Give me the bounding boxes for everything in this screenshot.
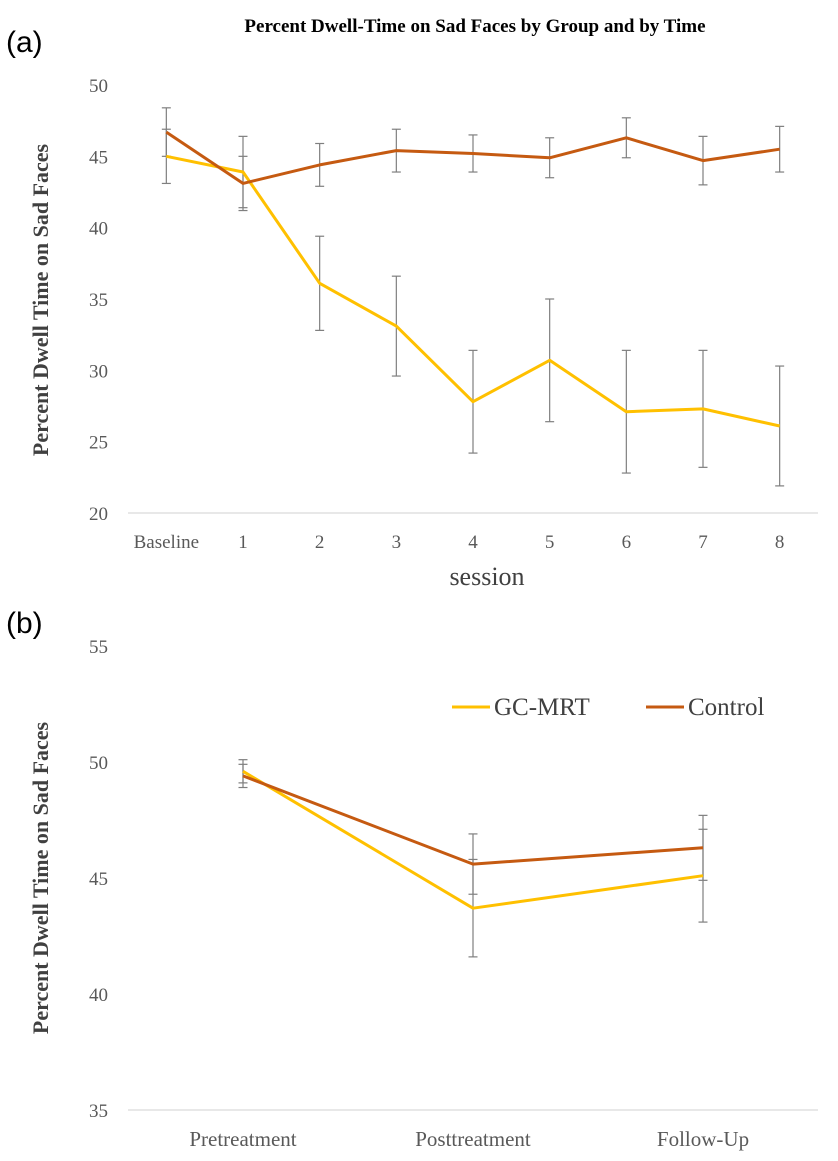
chart-a-title: Percent Dwell-Time on Sad Faces by Group… <box>244 16 705 37</box>
panel-a-label: (a) <box>6 26 43 59</box>
chart-a-y-tick-label: 35 <box>89 290 108 311</box>
chart-b-x-tick-label: Pretreatment <box>189 1127 296 1151</box>
chart-b-y-tick-label: 45 <box>89 869 108 890</box>
panel-b-label: (b) <box>6 607 43 640</box>
chart-b-y-tick-label: 35 <box>89 1101 108 1122</box>
chart-a-x-axis-label: session <box>449 562 524 591</box>
chart-b-y-ticks: 35 40 45 50 55 <box>89 637 108 1122</box>
chart-a-x-ticks: Baseline 1 2 3 4 5 6 7 8 <box>134 532 785 553</box>
chart-a-y-tick-label: 25 <box>89 433 108 454</box>
chart-a-x-tick-label: 3 <box>392 532 402 553</box>
chart-b-y-tick-label: 55 <box>89 637 108 658</box>
chart-b-series-line-0 <box>242 770 704 910</box>
chart-a-series-1 <box>161 107 785 212</box>
chart-b-x-tick-label: Follow-Up <box>657 1127 749 1151</box>
chart-a-x-tick-label: 6 <box>622 532 632 553</box>
chart-a-y-tick-label: 45 <box>89 147 108 168</box>
chart-a-series <box>161 107 785 487</box>
chart-a-series-0 <box>161 128 785 487</box>
chart-a-x-tick-label: 5 <box>545 532 555 553</box>
chart-a-x-tick-label: 2 <box>315 532 325 553</box>
chart-b-y-axis-label: Percent Dwell Time on Sad Faces <box>28 721 53 1034</box>
chart-a-x-tick-label: Baseline <box>134 532 199 553</box>
chart-a-y-tick-label: 40 <box>89 219 108 240</box>
chart-panel-a: Percent Dwell-Time on Sad Faces by Group… <box>6 16 818 591</box>
chart-a-y-tick-label: 30 <box>89 361 108 382</box>
chart-b-y-tick-label: 50 <box>89 753 108 774</box>
chart-a-x-tick-label: 7 <box>698 532 708 553</box>
chart-a-x-tick-label: 4 <box>468 532 478 553</box>
chart-panel-b: (b) Percent Dwell Time on Sad Faces 35 40… <box>6 607 818 1151</box>
chart-a-y-tick-label: 20 <box>89 504 108 525</box>
chart-a-y-ticks: 20 25 30 35 40 45 50 <box>89 76 108 525</box>
chart-b-y-tick-label: 40 <box>89 985 108 1006</box>
chart-b-x-tick-label: Posttreatment <box>415 1127 531 1151</box>
chart-b-series-1 <box>238 763 708 895</box>
chart-a-series-line-0 <box>165 154 781 428</box>
chart-b-legend: GC-MRT Control <box>452 694 764 721</box>
chart-b-x-ticks: Pretreatment Posttreatment Follow-Up <box>189 1127 749 1151</box>
chart-a-y-tick-label: 50 <box>89 76 108 97</box>
chart-b-series <box>238 759 708 958</box>
chart-a-x-tick-label: 8 <box>775 532 785 553</box>
chart-a-y-axis-label: Percent Dwell Time on Sad Faces <box>28 143 53 456</box>
chart-a-x-tick-label: 1 <box>238 532 248 553</box>
chart-b-legend-label: Control <box>688 694 764 721</box>
chart-a-series-line-1 <box>165 130 780 185</box>
chart-b-series-line-1 <box>242 774 704 866</box>
chart-b-legend-label: GC-MRT <box>494 694 590 721</box>
